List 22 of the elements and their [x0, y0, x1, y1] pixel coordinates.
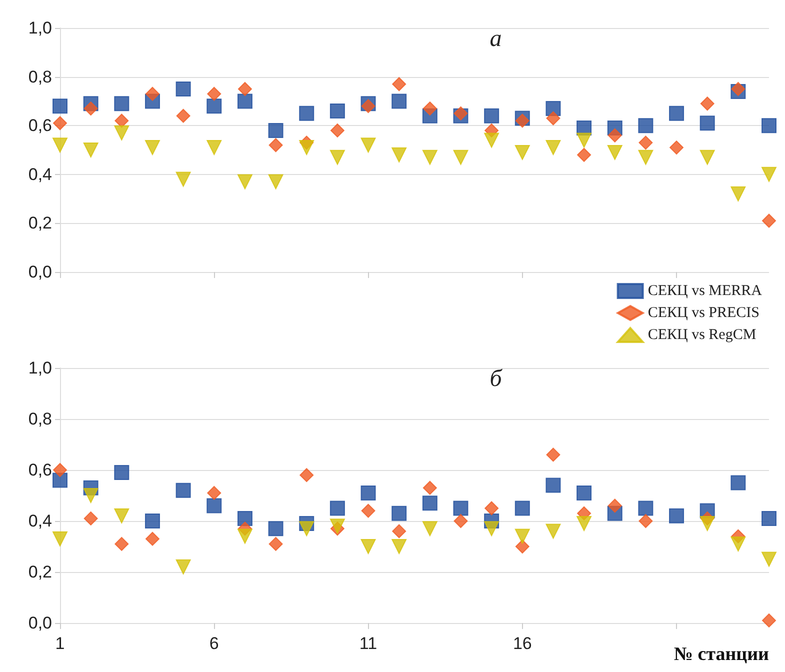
y-tick-label: 1,0	[28, 358, 52, 378]
y-tick-label: 0,0	[28, 262, 52, 282]
y-tick-label: 0,8	[28, 67, 52, 86]
y-tick-label: 0,2	[28, 562, 52, 582]
y-tick-label: 0,6	[28, 116, 52, 136]
chart-title: б	[490, 366, 503, 392]
chart-title: а	[490, 26, 502, 52]
y-tick-label: 0,2	[28, 214, 52, 233]
x-tick-label: 16	[512, 634, 532, 653]
x-axis-title: № станции	[674, 644, 770, 665]
y-tick-label: 0,4	[28, 512, 52, 530]
y-tick-label: 1,0	[28, 18, 52, 38]
y-tick-label: 0,6	[28, 460, 52, 480]
legend-label: СЕКЦ vs MERRA	[648, 283, 762, 299]
x-tick-label: 1	[55, 634, 65, 653]
x-tick-label: 6	[209, 634, 219, 653]
y-tick-label: 0,0	[28, 614, 52, 632]
y-tick-label: 0,4	[28, 164, 52, 184]
y-tick-label: 0,8	[28, 410, 52, 428]
legend-label: СЕКЦ vs RegCM	[648, 327, 756, 343]
legend-label: СЕКЦ vs PRECIS	[648, 305, 760, 321]
x-tick-label: 11	[359, 634, 378, 653]
